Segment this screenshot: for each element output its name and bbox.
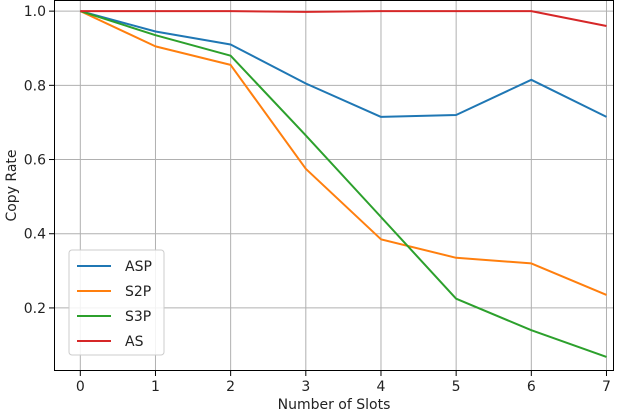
x-axis-title: Number of Slots	[278, 397, 391, 410]
x-tick-label: 3	[301, 379, 310, 395]
x-tick-label: 5	[452, 379, 461, 395]
legend-label-s2p: S2P	[125, 284, 151, 300]
y-tick-label: 0.2	[24, 301, 46, 317]
x-tick-label: 2	[226, 379, 235, 395]
x-tick-label: 1	[151, 379, 160, 395]
legend: ASP S2P S3P AS	[68, 249, 165, 356]
x-tick-label: 0	[76, 379, 85, 395]
y-tick-label: 0.4	[24, 227, 46, 243]
series-line-s3p	[79, 10, 607, 358]
y-axis-title: Copy Rate	[4, 149, 20, 221]
plot-frame	[54, 0, 614, 371]
legend-box	[68, 249, 165, 356]
series-line-s2p	[79, 10, 607, 296]
y-tick-label: 1.0	[24, 4, 46, 20]
legend-label-asp: ASP	[125, 259, 152, 275]
series-line-as	[80, 10, 607, 27]
x-tick-label: 7	[602, 379, 611, 395]
legend-label-as: AS	[125, 334, 144, 350]
y-tick-label: 0.6	[24, 153, 46, 169]
x-tick-label: 6	[527, 379, 536, 395]
axis-ticks: 0 1 2 3 4 5 6 7 0.2 0.4 0.6 0.8 1.0	[24, 4, 611, 395]
y-tick-label: 0.8	[24, 78, 46, 94]
plot-series	[79, 10, 607, 358]
x-tick-label: 4	[377, 379, 386, 395]
series-line-asp	[80, 10, 607, 118]
legend-label-s3p: S3P	[125, 309, 151, 325]
